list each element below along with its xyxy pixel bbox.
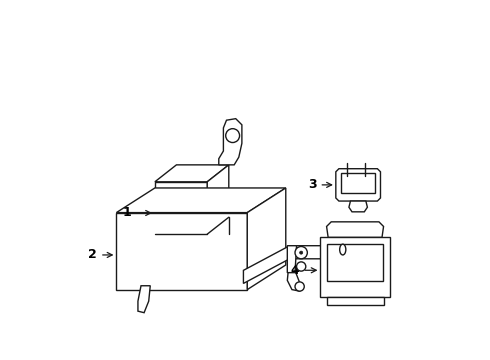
Ellipse shape: [340, 244, 346, 255]
Polygon shape: [219, 119, 242, 165]
Circle shape: [295, 247, 307, 259]
Polygon shape: [155, 165, 229, 182]
Text: 2: 2: [88, 248, 112, 261]
Polygon shape: [287, 246, 296, 273]
Polygon shape: [320, 237, 390, 297]
Polygon shape: [287, 273, 301, 291]
Text: 3: 3: [308, 178, 332, 192]
Polygon shape: [336, 169, 381, 201]
Polygon shape: [327, 297, 384, 305]
Polygon shape: [138, 286, 150, 313]
Polygon shape: [326, 244, 343, 255]
Polygon shape: [247, 188, 286, 289]
Circle shape: [295, 282, 304, 291]
Polygon shape: [117, 188, 286, 213]
Polygon shape: [117, 213, 247, 289]
Text: 4: 4: [291, 264, 316, 277]
Text: 1: 1: [123, 207, 151, 220]
Polygon shape: [155, 182, 207, 251]
Polygon shape: [327, 222, 384, 237]
Polygon shape: [327, 244, 383, 281]
Circle shape: [300, 251, 303, 254]
Circle shape: [296, 262, 306, 271]
Polygon shape: [341, 172, 375, 193]
Polygon shape: [349, 201, 368, 212]
Circle shape: [226, 129, 240, 143]
Polygon shape: [244, 246, 332, 283]
Polygon shape: [207, 165, 229, 251]
